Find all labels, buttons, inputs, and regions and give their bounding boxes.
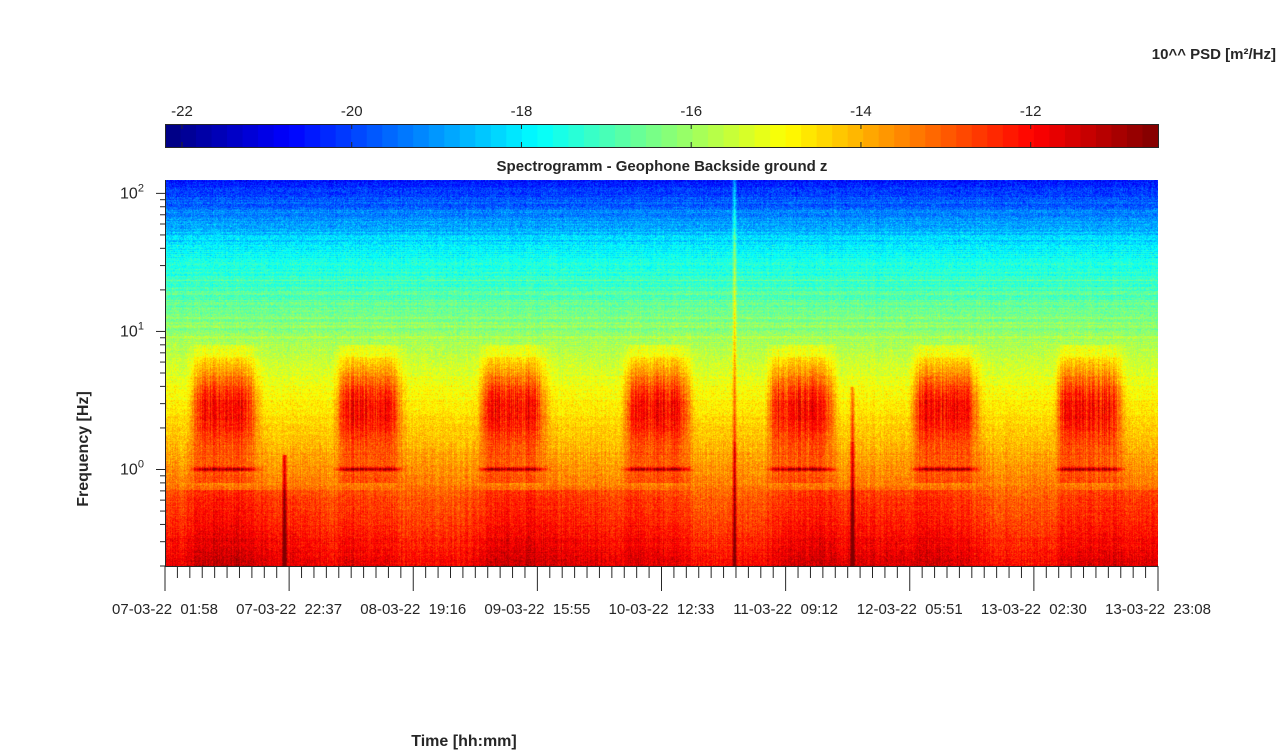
colorbar-cell: [863, 124, 880, 147]
colorbar-cell: [987, 124, 1004, 147]
colorbar-cell: [537, 124, 554, 147]
colorbar-cell: [1142, 124, 1159, 147]
colorbar-tick-label: -14: [850, 103, 872, 120]
colorbar-cell: [552, 124, 570, 147]
colorbar-cell: [832, 124, 849, 147]
colorbar-cell: [165, 124, 182, 147]
colorbar-cell: [475, 124, 492, 147]
colorbar-cell: [909, 124, 926, 147]
colorbar-cell: [568, 124, 585, 147]
chart-title: Spectrogramm - Geophone Backside ground …: [497, 158, 828, 175]
y-tick-label: 102: [120, 182, 144, 202]
colorbar-cell: [692, 124, 709, 147]
colorbar-cell: [1111, 124, 1128, 147]
colorbar-tick-label: -22: [171, 103, 193, 120]
colorbar-cell: [211, 124, 228, 147]
x-tick-label: 13-03-22 23:08: [1105, 601, 1211, 618]
colorbar-cell: [801, 124, 818, 147]
colorbar-cell: [971, 124, 988, 147]
colorbar-cell: [785, 124, 802, 147]
colorbar-cell: [708, 124, 725, 147]
y-axis-ticks: 100 101 102: [120, 182, 165, 567]
colorbar-cell: [490, 124, 507, 147]
colorbar-cell: [289, 124, 306, 147]
colorbar-cell: [940, 124, 957, 147]
colorbar-gradient: [165, 124, 1159, 147]
x-tick-label: 10-03-22 12:33: [609, 601, 715, 618]
colorbar-cell: [320, 124, 337, 147]
colorbar-cell: [1033, 124, 1050, 147]
colorbar-cell: [273, 124, 290, 147]
colorbar-cell: [351, 124, 368, 147]
colorbar-cell: [258, 124, 275, 147]
colorbar-cell: [413, 124, 430, 147]
colorbar-cell: [956, 124, 973, 147]
colorbar-cell: [847, 124, 864, 147]
colorbar-cell: [1095, 124, 1113, 147]
colorbar-cell: [754, 124, 771, 147]
colorbar-cell: [521, 124, 538, 147]
colorbar-cell: [770, 124, 787, 147]
colorbar-cell: [242, 124, 259, 147]
colorbar-cell: [723, 124, 740, 147]
colorbar-cell: [1018, 124, 1035, 147]
colorbar-cell: [1080, 124, 1097, 147]
y-tick-label: 101: [120, 320, 144, 340]
colorbar-cell: [816, 124, 833, 147]
colorbar-cell: [227, 124, 244, 147]
colorbar-cell: [382, 124, 399, 147]
colorbar-cell: [645, 124, 663, 147]
colorbar-cell: [894, 124, 911, 147]
colorbar-cell: [630, 124, 647, 147]
colorbar-cell: [366, 124, 383, 147]
colorbar-cell: [925, 124, 942, 147]
x-tick-label: 07-03-22 01:58: [112, 601, 218, 618]
colorbar-ticks: -22 -20 -18 -16 -14 -12: [171, 103, 1042, 147]
colorbar-frame: [165, 124, 1159, 148]
colorbar-cell: [459, 124, 476, 147]
colorbar-cell: [1049, 124, 1066, 147]
x-tick-label: 07-03-22 22:37: [236, 601, 342, 618]
colorbar-cell: [397, 124, 414, 147]
colorbar-cell: [1064, 124, 1082, 147]
colorbar-tick-label: -20: [341, 103, 363, 120]
colorbar-tick-label: -16: [680, 103, 702, 120]
x-tick-label: 11-03-22 09:12: [733, 601, 838, 618]
colorbar-cell: [878, 124, 895, 147]
colorbar-cell: [428, 124, 445, 147]
colorbar-cell: [335, 124, 352, 147]
colorbar-cell: [599, 124, 616, 147]
x-tick-label: 08-03-22 19:16: [360, 601, 466, 618]
x-tick-label: 09-03-22 15:55: [484, 601, 590, 618]
colorbar-tick-label: -12: [1020, 103, 1042, 120]
colorbar-cell: [304, 124, 321, 147]
colorbar-cell: [661, 124, 678, 147]
colorbar-cell: [196, 124, 213, 147]
colorbar-cell: [1126, 124, 1144, 147]
colorbar-cell: [677, 124, 694, 147]
colorbar-cell: [1002, 124, 1019, 147]
colorbar: -22 -20 -18 -16 -14 -12: [165, 103, 1159, 148]
x-axis-label: Time [hh:mm]: [411, 733, 516, 750]
colorbar-cell: [739, 124, 756, 147]
colorbar-tick-label: -18: [511, 103, 533, 120]
colorbar-label: 10^^ PSD [m²/Hz]: [1152, 46, 1276, 63]
colorbar-cell: [614, 124, 632, 147]
colorbar-cell: [444, 124, 461, 147]
x-tick-label: 13-03-22 02:30: [981, 601, 1087, 618]
colorbar-cell: [506, 124, 523, 147]
y-tick-label: 100: [120, 459, 144, 479]
x-tick-label: 12-03-22 05:51: [857, 601, 963, 618]
x-axis-ticks: 07-03-22 01:58 07-03-22 22:37 08-03-22 19:…: [112, 566, 1211, 618]
y-axis-label: Frequency [Hz]: [75, 391, 92, 507]
colorbar-cell: [180, 124, 197, 147]
colorbar-cell: [583, 124, 601, 147]
spectrogram-plot-area: [165, 180, 1158, 566]
spectrogram-heatmap: [165, 180, 1158, 566]
